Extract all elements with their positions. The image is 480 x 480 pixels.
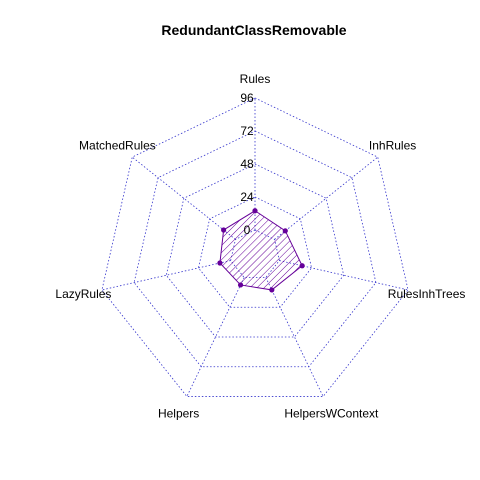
tick-label: 0 [244, 223, 251, 237]
spoke-Helpers [186, 277, 245, 397]
axis-label: Helpers [158, 407, 199, 421]
axis-label: LazyRules [55, 287, 111, 301]
tick-label: 24 [240, 190, 254, 204]
spoke-InhRules [274, 156, 378, 240]
tick-label: 48 [240, 157, 254, 171]
spoke-LazyRules [101, 260, 231, 291]
spoke-MatchedRules [132, 156, 236, 240]
tick-label: 96 [240, 91, 254, 105]
data-point-RulesInhTrees [299, 263, 305, 269]
radar-tick-labels: 0 24 48 72 96 [240, 91, 254, 237]
spoke-HelpersWContext [265, 277, 324, 397]
data-point-LazyRules [217, 260, 223, 266]
chart-title: RedundantClassRemovable [161, 22, 346, 38]
grid-ring-24 [198, 196, 312, 308]
axis-label: InhRules [369, 138, 416, 152]
radar-series [217, 208, 305, 293]
data-point-Rules [252, 208, 258, 214]
data-point-MatchedRules [221, 227, 227, 233]
grid-ring-96 [101, 97, 409, 397]
grid-ring-48 [165, 163, 345, 338]
data-point-InhRules [282, 228, 288, 234]
axis-label: RulesInhTrees [388, 287, 466, 301]
axis-label: Rules [240, 72, 271, 86]
radar-axis-labels: Rules InhRules RulesInhTrees HelpersWContex… [55, 72, 465, 421]
axis-label: HelpersWContext [284, 407, 379, 421]
axis-label: MatchedRules [79, 138, 156, 152]
series-area-0 [219, 210, 303, 291]
grid-ring-72 [133, 130, 377, 368]
data-point-Helpers [237, 282, 244, 288]
data-point-HelpersWContext [269, 287, 275, 293]
tick-label: 72 [240, 124, 254, 138]
